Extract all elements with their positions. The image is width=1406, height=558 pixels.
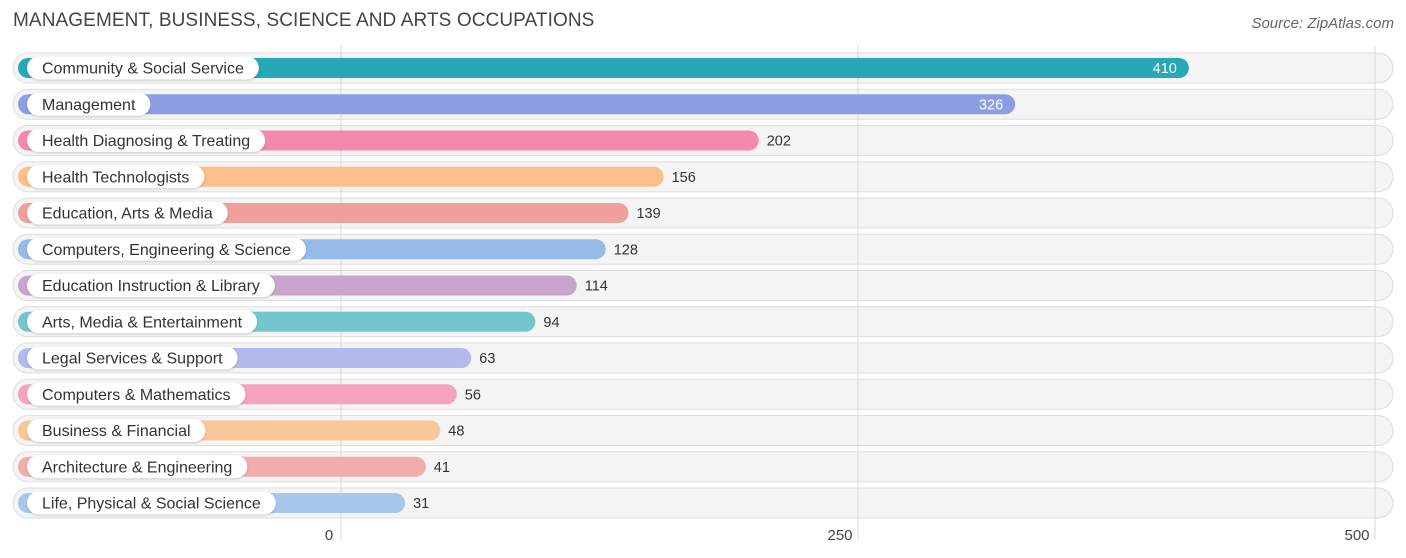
category-label-pill: [27, 491, 276, 515]
bar: [18, 58, 1189, 78]
category-label: Health Technologists: [42, 169, 189, 186]
category-label: Computers & Mathematics: [42, 387, 231, 404]
category-label-pill: [27, 237, 307, 261]
category-label-pill: [27, 129, 266, 152]
category-label: Community & Social Service: [42, 61, 244, 78]
category-label-pill: [27, 92, 151, 116]
source-label: Source: ZipAtlas.com: [1251, 15, 1394, 32]
category-label: Arts, Media & Entertainment: [42, 314, 243, 331]
category-label-pill: [27, 56, 259, 80]
tick-label: 0: [325, 527, 333, 544]
category-label-pill: [27, 274, 275, 297]
value-label: 114: [585, 279, 608, 295]
value-label: 56: [465, 387, 481, 403]
category-label: Business & Financial: [42, 423, 191, 440]
value-label: 156: [672, 170, 696, 186]
value-label: 94: [543, 315, 559, 331]
category-label: Legal Services & Support: [42, 351, 223, 368]
category-label: Education Instruction & Library: [42, 278, 260, 295]
value-label: 128: [614, 242, 638, 258]
category-label: Management: [42, 97, 136, 114]
category-label: Health Diagnosing & Treating: [42, 133, 250, 150]
chart-title: MANAGEMENT, BUSINESS, SCIENCE AND ARTS O…: [13, 10, 595, 31]
value-label: 202: [767, 134, 791, 150]
tick-label: 250: [827, 527, 852, 544]
tick-label: 500: [1344, 527, 1369, 544]
category-label: Education, Arts & Media: [42, 206, 213, 223]
value-label: 41: [434, 460, 450, 476]
category-label-pill: [27, 382, 246, 406]
category-label: Architecture & Engineering: [42, 459, 232, 476]
value-label: 48: [448, 424, 464, 440]
category-label: Computers, Engineering & Science: [42, 242, 291, 259]
value-label: 410: [1153, 61, 1177, 77]
category-label-pill: [27, 201, 228, 225]
category-label: Life, Physical & Social Science: [42, 496, 261, 513]
value-label: 139: [636, 206, 660, 222]
category-label-pill: [27, 419, 206, 442]
value-label: 63: [479, 351, 495, 367]
category-label-pill: [27, 310, 258, 334]
category-label-pill: [27, 165, 205, 189]
value-label: 326: [979, 97, 1003, 113]
bar: [18, 94, 1016, 115]
value-label: 31: [413, 496, 429, 512]
category-label-pill: [27, 455, 248, 479]
category-label-pill: [27, 346, 238, 370]
